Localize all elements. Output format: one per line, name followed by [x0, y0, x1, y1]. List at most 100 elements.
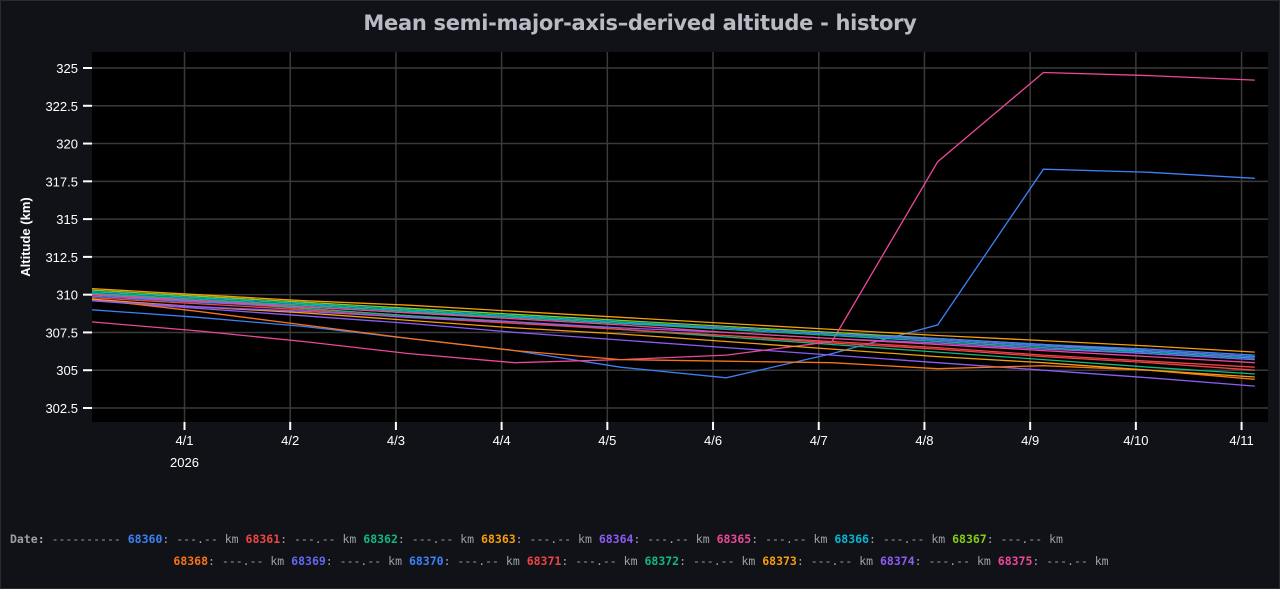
- x-tick-label: 4/8: [915, 433, 933, 448]
- legend-value: ---.--: [882, 532, 925, 546]
- legend-colon: :: [1032, 554, 1047, 568]
- legend-series-name: 68372: [644, 554, 680, 568]
- legend-item-68369[interactable]: 68369: ---.-- km: [284, 554, 402, 568]
- legend-series-name: 68368: [173, 554, 209, 568]
- legend-date-value: ----------: [51, 532, 121, 546]
- legend-value: ---.--: [529, 532, 572, 546]
- legend-value: ---.--: [692, 554, 735, 568]
- legend-value: ---.--: [221, 554, 264, 568]
- x-tick-label: 4/3: [387, 433, 405, 448]
- legend-item-68364[interactable]: 68364: ---.-- km: [592, 532, 710, 546]
- legend: Date: ---------- 68360: ---.-- km 68361:…: [10, 528, 1272, 572]
- x-tick-label: 4/10: [1123, 433, 1148, 448]
- legend-value: ---.--: [765, 532, 807, 546]
- legend-series-name: 68373: [762, 554, 797, 568]
- series-line-68364: [92, 300, 1255, 387]
- legend-item-68374[interactable]: 68374: ---.-- km: [873, 554, 991, 568]
- legend-item-68362[interactable]: 68362: ---.-- km: [356, 532, 474, 546]
- legend-series-name: 68360: [127, 532, 163, 546]
- legend-item-68370[interactable]: 68370: ---.-- km: [402, 554, 520, 568]
- series-line-68368: [92, 298, 1255, 380]
- legend-unit: km: [1049, 532, 1063, 546]
- legend-colon: :: [162, 532, 177, 546]
- x-tick-label: 4/1: [175, 433, 193, 448]
- legend-unit: km: [931, 532, 946, 546]
- legend-value: ---.--: [339, 554, 382, 568]
- legend-item-68360[interactable]: 68360: ---.-- km: [121, 532, 239, 546]
- legend-colon: :: [633, 532, 648, 546]
- legend-colon: :: [751, 532, 766, 546]
- legend-series-name: 68375: [997, 554, 1033, 568]
- legend-unit: km: [460, 532, 475, 546]
- legend-colon: :: [986, 532, 1001, 546]
- legend-colon: :: [561, 554, 576, 568]
- legend-series-name: 68369: [291, 554, 326, 568]
- legend-series-name: 68362: [363, 532, 398, 546]
- legend-colon: :: [325, 554, 340, 568]
- legend-item-68371[interactable]: 68371: ---.-- km: [520, 554, 638, 568]
- legend-item-68375[interactable]: 68375: ---.-- km: [991, 554, 1109, 568]
- legend-series-name: 68370: [408, 554, 444, 568]
- legend-item-68367[interactable]: 68367: ---.-- km: [945, 532, 1063, 546]
- legend-item-68361[interactable]: 68361: ---.-- km: [239, 532, 357, 546]
- legend-series-name: 68374: [880, 554, 915, 568]
- legend-value: ---.--: [1000, 532, 1043, 546]
- y-tick-label: 312.5: [45, 250, 78, 265]
- legend-series-name: 68364: [598, 532, 634, 546]
- legend-unit: km: [342, 532, 357, 546]
- line-chart[interactable]: 302.5 305 307.5 310 312.5 315 317.5 320 322.5 325…: [0, 0, 1280, 520]
- legend-unit: km: [813, 532, 828, 546]
- legend-colon: :: [208, 554, 222, 568]
- legend-value: ---.--: [928, 554, 971, 568]
- legend-colon: :: [443, 554, 458, 568]
- legend-series-name: 68367: [952, 532, 987, 546]
- legend-item-68365[interactable]: 68365: ---.-- km: [710, 532, 828, 546]
- x-tick-label: 4/5: [598, 433, 616, 448]
- y-tick-label: 315: [56, 212, 78, 227]
- legend-series-name: 68366: [834, 532, 869, 546]
- x-tick-label: 4/2: [281, 433, 299, 448]
- legend-value: ---.--: [457, 554, 499, 568]
- series-line-68362: [92, 292, 1255, 375]
- legend-unit: km: [741, 554, 756, 568]
- y-tick-label: 317.5: [45, 174, 78, 189]
- legend-item-68368[interactable]: 68368: ---.-- km: [173, 554, 284, 568]
- legend-item-68372[interactable]: 68372: ---.-- km: [638, 554, 756, 568]
- legend-colon: :: [796, 554, 811, 568]
- legend-row: Date: ---------- 68360: ---.-- km 68361:…: [10, 528, 1272, 550]
- legend-row: 68368: ---.-- km 68369: ---.-- km 68370:…: [10, 550, 1272, 572]
- legend-colon: :: [868, 532, 883, 546]
- y-tick-label: 310: [56, 288, 78, 303]
- legend-value: ---.--: [1046, 554, 1088, 568]
- y-tick-label: 322.5: [45, 99, 78, 114]
- x-tick-label: 4/11: [1229, 433, 1253, 448]
- legend-series-name: 68371: [526, 554, 562, 568]
- x-tick-label: 4/9: [1021, 433, 1039, 448]
- legend-date-label: Date:: [10, 532, 45, 546]
- series-line-68375: [92, 294, 1255, 364]
- legend-value: ---.--: [294, 532, 336, 546]
- series-line-68360: [92, 168, 1255, 379]
- x-tick-label: 4/7: [810, 433, 828, 448]
- legend-unit: km: [388, 554, 402, 568]
- chart-title: Mean semi-major-axis–derived altitude - …: [363, 11, 917, 35]
- legend-colon: :: [280, 532, 294, 546]
- legend-value: ---.--: [411, 532, 454, 546]
- legend-item-68363[interactable]: 68363: ---.-- km: [474, 532, 592, 546]
- legend-unit: km: [1094, 554, 1109, 568]
- legend-value: ---.--: [575, 554, 617, 568]
- legend-unit: km: [976, 554, 991, 568]
- legend-value: ---.--: [810, 554, 853, 568]
- legend-item-68366[interactable]: 68366: ---.-- km: [827, 532, 945, 546]
- legend-colon: :: [397, 532, 412, 546]
- y-axis-label: Altitude (km): [18, 197, 33, 276]
- series-line-68365: [92, 71, 1255, 364]
- y-tick-label: 325: [56, 61, 78, 76]
- legend-series-name: 68365: [716, 532, 752, 546]
- series-line-68372: [92, 292, 1255, 361]
- legend-item-68373[interactable]: 68373: ---.-- km: [755, 554, 873, 568]
- series-line-68373: [92, 298, 1255, 378]
- series-line-68374: [92, 300, 1255, 361]
- legend-series-name: 68363: [481, 532, 516, 546]
- y-tick-label: 302.5: [45, 401, 78, 416]
